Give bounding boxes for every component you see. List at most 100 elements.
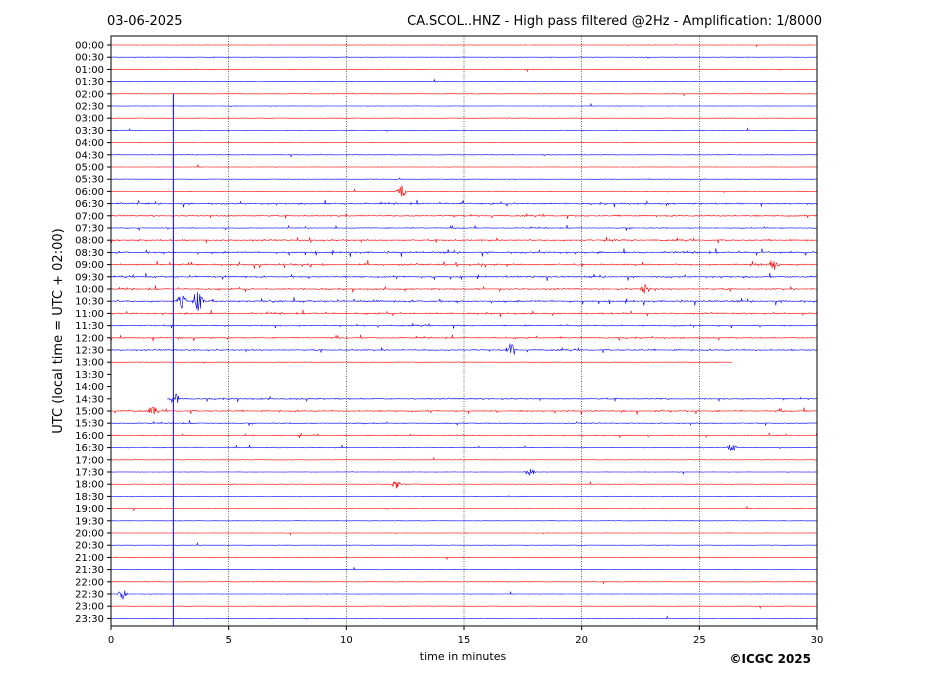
y-tick-label: 13:00 [75,358,104,369]
x-axis-label: time in minutes [420,650,507,663]
trace-line [111,505,817,512]
trace-line [111,542,817,546]
y-tick-label: 09:30 [75,272,104,283]
y-tick-label: 21:30 [75,565,104,576]
y-tick-label: 02:00 [75,89,104,100]
trace-line [110,78,817,83]
y-tick-label: 10:30 [75,297,104,308]
y-tick-label: 23:00 [75,602,104,613]
y-tick-label: 14:30 [75,394,104,405]
x-tick-label: 15 [458,635,471,646]
y-tick-label: 03:30 [75,126,104,137]
chart-date: 03-06-2025 [107,14,183,29]
y-tick-label: 16:30 [75,443,104,454]
y-tick-label: 15:30 [75,419,104,430]
trace-line [110,284,817,294]
y-tick-label: 00:30 [75,53,104,64]
x-tick-label: 25 [693,635,706,646]
x-tick-label: 20 [575,635,588,646]
trace-line [110,102,817,108]
y-tick-label: 20:00 [75,529,104,540]
y-tick-label: 00:00 [75,41,104,52]
y-tick-label: 13:30 [75,370,104,381]
trace-line [110,68,817,73]
trace-line [110,177,817,181]
y-tick-label: 20:30 [75,541,104,552]
trace-line [111,163,817,168]
y-tick-label: 11:00 [75,309,104,320]
trace-line [110,615,817,620]
plot-frame [110,35,818,627]
trace-line [110,199,817,208]
y-tick-label: 17:30 [75,468,104,479]
trace-line [110,481,817,489]
y-tick-label: 22:00 [75,577,104,588]
trace-line [110,444,817,451]
y-tick-label: 14:00 [75,382,104,393]
y-tick-label: 09:00 [75,260,104,271]
trace-line [110,334,817,342]
trace-line [110,532,817,536]
trace-line [111,605,817,610]
trace-line [167,393,817,404]
chart-title: CA.SCOL..HNZ - High pass filtered @2Hz -… [407,14,822,29]
copyright-label: ©ICGC 2025 [729,652,811,666]
trace-line [111,56,817,59]
trace-line [110,580,817,585]
trace-line [110,43,817,48]
y-tick-label: 18:30 [75,492,104,503]
trace-line [110,322,817,329]
y-tick-label: 05:00 [75,163,104,174]
trace-line [110,127,817,132]
trace-line [110,236,817,244]
trace-line [110,92,817,97]
y-tick-label: 01:30 [75,77,104,88]
y-tick-label: 05:30 [75,175,104,186]
y-tick-label: 06:30 [75,199,104,210]
y-tick-label: 11:30 [75,321,104,332]
trace-line [110,224,817,232]
y-tick-label: 03:00 [75,114,104,125]
y-axis-label: UTC (local time = UTC + 02:00) [51,228,66,433]
trace-line [110,361,733,364]
y-tick-label: 07:30 [75,224,104,235]
y-tick-label: 22:30 [75,590,104,601]
y-tick-label: 23:30 [75,614,104,625]
trace-line [110,291,817,312]
y-tick-label: 16:00 [75,431,104,442]
trace-line [110,309,817,317]
trace-line [110,212,817,219]
y-tick-label: 19:00 [75,504,104,515]
trace-line [110,519,817,522]
y-tick-label: 08:30 [75,248,104,259]
trace-line [110,154,817,158]
trace-line [110,259,817,271]
vertical-gridlines [228,36,700,626]
trace-line [110,590,817,600]
y-tick-label: 12:30 [75,346,104,357]
trace-line [111,566,817,571]
y-tick-label: 01:00 [75,65,104,76]
y-tick-label: 12:00 [75,333,104,344]
trace-line [110,556,817,561]
y-tick-label: 18:00 [75,480,104,491]
y-tick-label: 04:00 [75,138,104,149]
y-tick-label: 15:00 [75,407,104,418]
trace-line [110,456,817,461]
y-tick-label: 02:30 [75,102,104,113]
y-tick-label: 17:00 [75,455,104,466]
y-tick-label: 21:00 [75,553,104,564]
x-tick-label: 10 [340,635,353,646]
y-tick-label: 06:00 [75,187,104,198]
trace-line [110,420,817,427]
trace-line [110,343,817,355]
x-tick-label: 5 [225,635,231,646]
x-tick-labels: 0 5 10 15 20 25 30 [108,626,824,646]
x-tick-label: 0 [108,635,114,646]
y-tick-label: 19:30 [75,516,104,527]
trace-line [110,406,817,416]
y-tick-label: 08:00 [75,236,104,247]
trace-line [110,185,817,197]
x-tick-label: 30 [811,635,824,646]
